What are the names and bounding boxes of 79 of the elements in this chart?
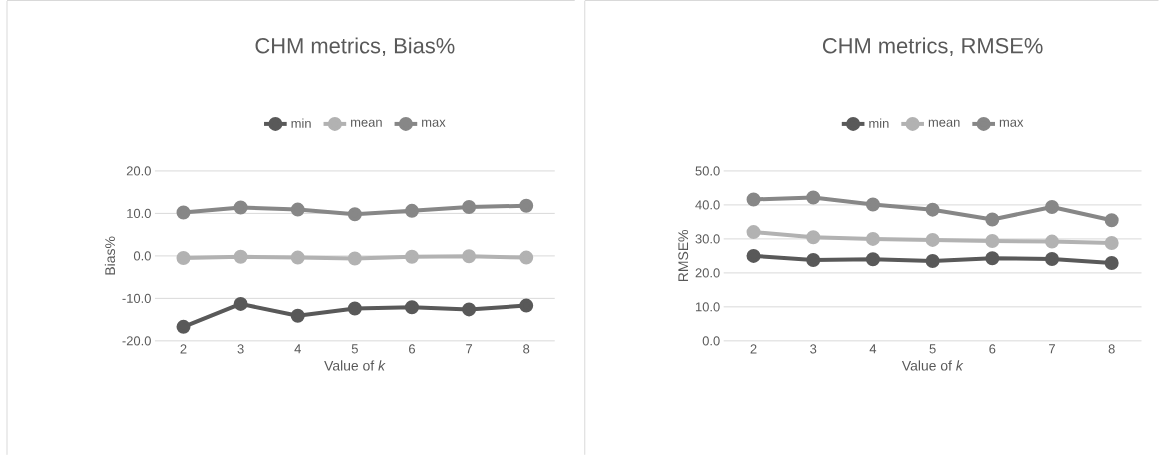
point — [806, 230, 821, 245]
point — [806, 190, 821, 205]
point — [176, 319, 191, 334]
point — [404, 300, 419, 315]
x-tick-label: 4 — [294, 344, 301, 354]
x-tick-label: 6 — [989, 344, 996, 354]
point — [985, 251, 1000, 266]
x-tick-label: 8 — [1108, 344, 1115, 354]
point — [404, 249, 419, 264]
point — [1104, 213, 1119, 228]
legend-label: min — [869, 118, 889, 128]
point — [746, 192, 761, 207]
point — [176, 250, 191, 265]
point — [1045, 199, 1059, 214]
point — [985, 212, 1000, 227]
y-axis-title: Bias% — [104, 236, 116, 275]
x-tick-label: 3 — [237, 344, 244, 354]
y-tick-label: -20.0 — [122, 336, 151, 346]
point — [347, 251, 362, 266]
point — [233, 200, 248, 215]
y-tick-label: 40.0 — [695, 200, 720, 210]
x-tick-label: 5 — [929, 344, 936, 354]
point — [746, 248, 761, 263]
point — [925, 253, 940, 268]
point — [806, 252, 821, 267]
point — [404, 203, 419, 218]
y-tick-label: 20.0 — [695, 268, 720, 278]
point — [233, 249, 248, 264]
point — [290, 202, 305, 217]
legend-label: max — [422, 119, 446, 127]
point — [1045, 251, 1059, 266]
point — [1045, 234, 1059, 249]
point — [519, 298, 534, 313]
point — [746, 224, 761, 239]
y-tick-label: 10.0 — [127, 208, 151, 218]
x-tick-label: 8 — [523, 344, 530, 354]
point — [462, 249, 477, 264]
point — [1104, 255, 1119, 270]
point — [925, 232, 940, 247]
point — [347, 301, 362, 316]
legend-label: mean — [928, 119, 960, 127]
y-tick-label: 20.0 — [126, 166, 151, 176]
legend-label: mean — [351, 119, 382, 127]
legend-label: min — [291, 118, 311, 128]
x-tick-label: 4 — [869, 344, 877, 354]
point — [347, 207, 362, 222]
x-tick-label: 2 — [750, 344, 757, 354]
point — [462, 302, 477, 317]
point — [462, 199, 477, 214]
point — [925, 202, 940, 217]
point — [233, 296, 248, 311]
point — [865, 231, 880, 246]
x-tick-label: 2 — [180, 344, 187, 354]
point — [865, 197, 880, 212]
legend-label: max — [999, 119, 1024, 127]
y-tick-label: -10.0 — [122, 293, 151, 303]
y-tick-label: 50.0 — [695, 166, 720, 176]
y-tick-label: 10.0 — [695, 302, 720, 312]
point — [865, 252, 880, 267]
x-axis-title: Value of k — [324, 360, 386, 371]
y-tick-label: 0.0 — [702, 336, 720, 346]
chart-title: CHM metrics, Bias% — [255, 37, 455, 56]
point — [1104, 235, 1119, 250]
x-tick-label: 5 — [351, 344, 358, 354]
point — [519, 250, 534, 265]
x-tick-label: 3 — [810, 344, 817, 354]
x-axis-title: Value of k — [901, 360, 964, 371]
point — [176, 205, 191, 220]
y-tick-label: 0.0 — [133, 251, 151, 261]
x-tick-label: 7 — [466, 344, 473, 354]
point — [519, 198, 534, 213]
x-tick-label: 6 — [409, 344, 416, 354]
point — [290, 308, 305, 323]
point — [985, 233, 1000, 248]
y-tick-label: 30.0 — [695, 234, 720, 244]
point — [290, 250, 305, 265]
y-axis-title: RMSE% — [678, 229, 689, 281]
chart-title: CHM metrics, RMSE% — [822, 37, 1043, 56]
x-tick-label: 7 — [1049, 344, 1055, 354]
